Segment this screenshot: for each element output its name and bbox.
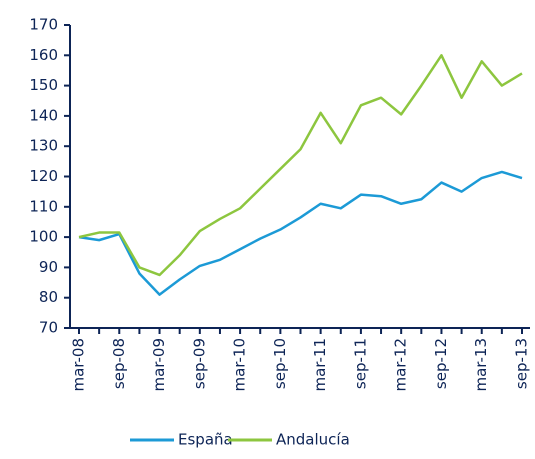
x-tick-label: sep-10	[271, 338, 289, 389]
x-tick-label: sep-09	[190, 338, 208, 389]
y-tick-label: 100	[29, 228, 58, 246]
x-tick-label: sep-11	[351, 338, 369, 389]
x-tick-label: mar-12	[392, 338, 410, 392]
y-tick-label: 110	[29, 197, 58, 215]
series-line	[78, 170, 523, 296]
x-tick-label: sep-08	[110, 338, 128, 389]
x-tick-label: mar-10	[231, 338, 249, 392]
x-tick-label: sep-12	[432, 338, 450, 389]
y-tick-label: 120	[29, 167, 58, 185]
x-tick-label: mar-11	[311, 338, 329, 392]
x-tick-label: mar-09	[150, 338, 168, 392]
y-tick-label: 90	[39, 258, 58, 276]
x-tick-label: mar-13	[472, 338, 490, 392]
x-tick-label: mar-08	[70, 338, 88, 392]
x-tick-label: sep-13	[513, 338, 531, 389]
legend-label: España	[178, 431, 233, 449]
y-tick-label: 130	[29, 137, 58, 155]
y-tick-label: 80	[39, 288, 58, 306]
y-tick-label: 170	[29, 16, 58, 34]
y-tick-label: 140	[29, 106, 58, 124]
y-tick-label: 160	[29, 46, 58, 64]
y-tick-label: 70	[39, 319, 58, 337]
legend-label: Andalucía	[276, 431, 350, 449]
series-line	[78, 54, 523, 277]
y-tick-label: 150	[29, 76, 58, 94]
